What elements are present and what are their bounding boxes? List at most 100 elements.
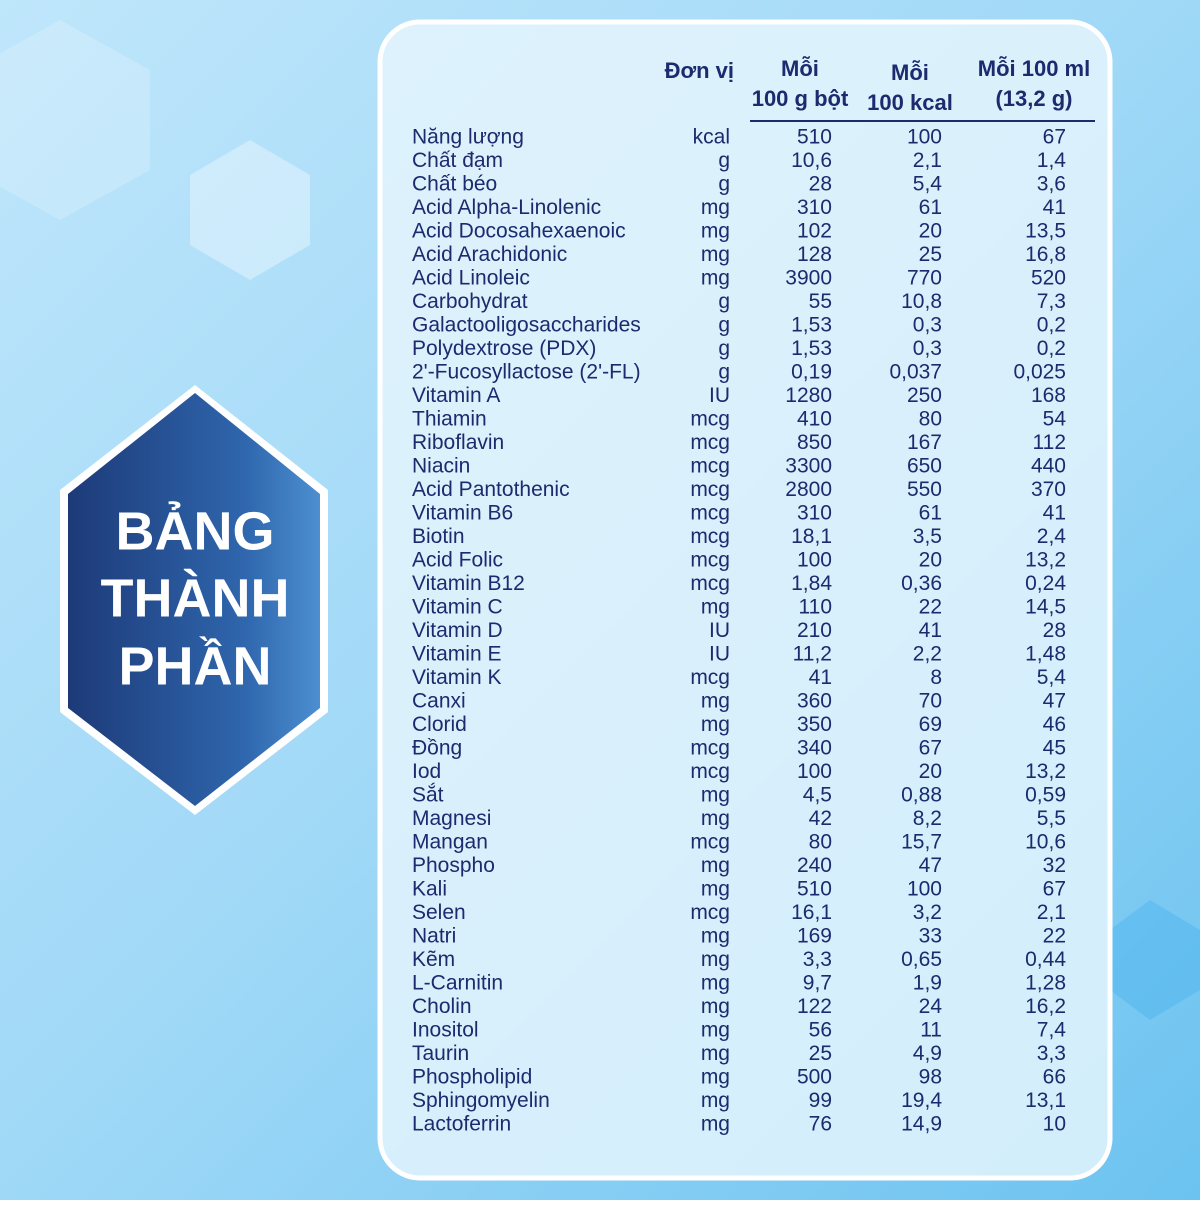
nutrient-name: Sphingomyelin (412, 1089, 550, 1112)
unit: mg (701, 854, 730, 877)
value-per-100g: 510 (797, 126, 832, 149)
value-per-100g: 3,3 (803, 948, 832, 971)
value-per-100ml: 3,3 (1037, 1042, 1066, 1065)
nutrient-name: Natri (412, 925, 456, 948)
value-per-100g: 3900 (785, 267, 832, 290)
value-per-100g: 1280 (785, 384, 832, 407)
value-per-100ml: 3,6 (1037, 173, 1066, 196)
unit: kcal (693, 126, 730, 149)
value-per-100kcal: 0,3 (913, 314, 942, 337)
nutrient-name: Acid Docosahexaenoic (412, 220, 626, 243)
value-per-100g: 169 (797, 925, 832, 948)
value-per-100g: 56 (809, 1019, 832, 1042)
unit: g (718, 173, 730, 196)
unit: g (718, 361, 730, 384)
unit: mcg (690, 525, 730, 548)
value-per-100g: 410 (797, 408, 832, 431)
nutrient-name: Acid Folic (412, 549, 503, 572)
value-per-100g: 16,1 (791, 901, 832, 924)
value-per-100kcal: 14,9 (901, 1113, 942, 1136)
value-per-100kcal: 250 (907, 384, 942, 407)
value-per-100ml: 0,44 (1025, 948, 1066, 971)
nutrient-name: Chất đạm (412, 149, 503, 172)
column-header: 100 g bột (752, 86, 849, 111)
value-per-100ml: 2,1 (1037, 901, 1066, 924)
unit: g (718, 337, 730, 360)
value-per-100g: 310 (797, 502, 832, 525)
value-per-100kcal: 1,9 (913, 972, 942, 995)
value-per-100g: 25 (809, 1042, 832, 1065)
deco-hex (190, 140, 310, 280)
unit: mcg (690, 760, 730, 783)
value-per-100ml: 41 (1043, 502, 1066, 525)
value-per-100kcal: 3,5 (913, 525, 942, 548)
nutrient-name: Vitamin K (412, 666, 502, 689)
value-per-100ml: 0,59 (1025, 784, 1066, 807)
unit: mg (701, 1042, 730, 1065)
title-hex (68, 393, 320, 806)
value-per-100g: 3300 (785, 455, 832, 478)
nutrient-name: Năng lượng (412, 126, 524, 149)
nutrient-name: Acid Linoleic (412, 267, 530, 290)
nutrient-name: Carbohydrat (412, 290, 528, 313)
value-per-100g: 55 (809, 290, 832, 313)
value-per-100g: 310 (797, 196, 832, 219)
value-per-100ml: 14,5 (1025, 596, 1066, 619)
value-per-100ml: 13,5 (1025, 220, 1066, 243)
value-per-100g: 11,2 (793, 643, 832, 666)
nutrient-name: Canxi (412, 690, 466, 713)
value-per-100g: 128 (797, 243, 832, 266)
value-per-100ml: 16,8 (1025, 243, 1066, 266)
nutrient-name: Đồng (412, 737, 462, 760)
nutrient-name: Thiamin (412, 408, 487, 431)
nutrient-name: Mangan (412, 831, 488, 854)
value-per-100g: 1,53 (791, 314, 832, 337)
value-per-100ml: 7,3 (1037, 290, 1066, 313)
column-header: Mỗi 100 ml (978, 56, 1090, 81)
value-per-100g: 510 (797, 878, 832, 901)
value-per-100g: 110 (799, 596, 832, 619)
unit: mg (701, 948, 730, 971)
value-per-100g: 360 (797, 690, 832, 713)
value-per-100kcal: 550 (907, 478, 942, 501)
value-per-100kcal: 0,037 (889, 361, 942, 384)
value-per-100ml: 0,24 (1025, 572, 1066, 595)
unit: mcg (690, 831, 730, 854)
value-per-100kcal: 41 (919, 619, 942, 642)
value-per-100kcal: 98 (919, 1066, 942, 1089)
value-per-100g: 80 (809, 831, 832, 854)
value-per-100g: 10,6 (791, 149, 832, 172)
unit: mg (701, 196, 730, 219)
value-per-100kcal: 100 (907, 878, 942, 901)
value-per-100kcal: 20 (919, 760, 942, 783)
value-per-100ml: 67 (1043, 878, 1066, 901)
value-per-100ml: 28 (1043, 619, 1066, 642)
column-header: Mỗi (781, 56, 819, 81)
value-per-100ml: 13,1 (1025, 1089, 1066, 1112)
value-per-100kcal: 69 (919, 713, 942, 736)
table-card (377, 19, 1113, 1181)
value-per-100kcal: 70 (919, 690, 942, 713)
value-per-100ml: 5,5 (1037, 807, 1066, 830)
unit: g (718, 149, 730, 172)
value-per-100ml: 45 (1043, 737, 1066, 760)
nutrient-name: Acid Alpha-Linolenic (412, 196, 601, 219)
unit: mg (701, 972, 730, 995)
value-per-100ml: 16,2 (1025, 995, 1066, 1018)
nutrient-name: Niacin (412, 455, 470, 478)
value-per-100ml: 520 (1031, 267, 1066, 290)
unit: mg (701, 878, 730, 901)
value-per-100ml: 168 (1031, 384, 1066, 407)
nutrient-name: Acid Arachidonic (412, 243, 567, 266)
value-per-100g: 240 (797, 854, 832, 877)
value-per-100g: 28 (809, 173, 832, 196)
nutrient-name: 2'-Fucosyllactose (2'-FL) (412, 361, 641, 384)
value-per-100kcal: 8,2 (913, 807, 942, 830)
value-per-100kcal: 0,36 (901, 572, 942, 595)
value-per-100kcal: 0,65 (901, 948, 942, 971)
unit: IU (709, 643, 730, 666)
deco-hex (0, 20, 150, 220)
nutrient-name: Cholin (412, 995, 472, 1018)
value-per-100ml: 46 (1043, 713, 1066, 736)
